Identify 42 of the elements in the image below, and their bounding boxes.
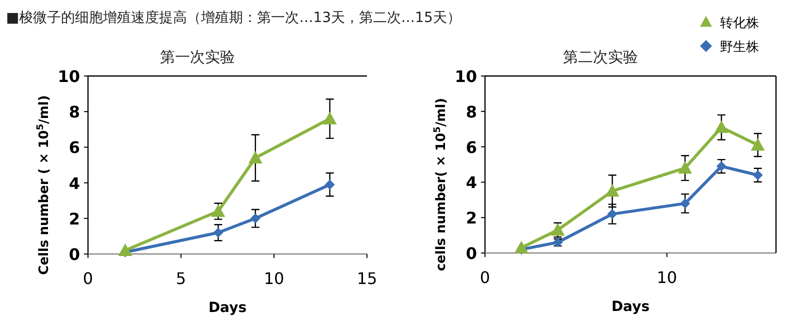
y-tick-label: 4 <box>68 174 80 193</box>
text: ■梭微子的细胞增殖速度提高（增殖期：第一次…13天，第二次…15天） <box>6 10 461 26</box>
point <box>752 170 763 180</box>
x-tick-label: 15 <box>356 269 378 288</box>
chart-title: 第一次实验 <box>160 48 235 66</box>
x-axis-title: Days <box>208 300 247 316</box>
y-tick-label: 0 <box>466 244 477 263</box>
point <box>250 213 260 224</box>
point <box>324 180 335 190</box>
y-tick-label: 2 <box>466 208 477 228</box>
x-tick-label: 5 <box>176 269 186 288</box>
y-tick-label: 4 <box>466 173 477 192</box>
y-tick-label: 0 <box>68 245 80 264</box>
y-tick-label: 10 <box>58 67 80 86</box>
x-tick-label: 0 <box>82 269 94 288</box>
x-tick-label: 10 <box>264 269 284 288</box>
point <box>680 198 690 208</box>
y-tick-label: 8 <box>68 102 80 122</box>
x-tick-label: 0 <box>480 268 490 287</box>
point <box>716 161 726 172</box>
y-tick-label: 10 <box>454 67 477 86</box>
point <box>607 209 618 220</box>
y-tick-label: 8 <box>466 102 477 122</box>
legend-label: 野生株 <box>720 40 759 55</box>
point <box>605 184 620 197</box>
point <box>213 228 224 238</box>
point <box>211 204 226 217</box>
legend-label: 转化株 <box>720 16 759 31</box>
point <box>678 161 692 174</box>
point <box>118 243 132 256</box>
point <box>248 150 262 164</box>
y-tick-label: 2 <box>68 209 80 228</box>
point <box>514 240 528 254</box>
x-axis-title: Days <box>611 299 650 315</box>
point <box>750 138 765 151</box>
y-tick-label: 6 <box>68 138 80 158</box>
chart-title: 第二次实验 <box>563 48 638 66</box>
y-tick-label: 6 <box>466 138 477 157</box>
point <box>550 222 565 236</box>
point <box>322 112 337 124</box>
point <box>714 120 728 133</box>
x-tick-label: 10 <box>656 268 678 287</box>
